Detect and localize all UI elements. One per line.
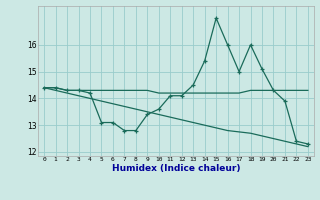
X-axis label: Humidex (Indice chaleur): Humidex (Indice chaleur)	[112, 164, 240, 173]
